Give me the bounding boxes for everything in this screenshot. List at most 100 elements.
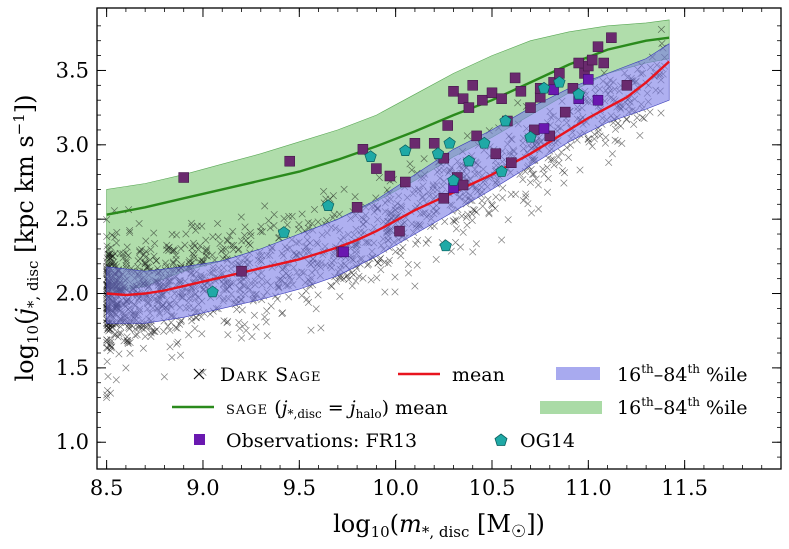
dark-sage-point [134,263,142,271]
fr13-point [394,225,405,237]
fr13-point [515,86,527,97]
dark-sage-point [280,215,288,223]
fr13-point [544,130,556,142]
dark-sage-point [185,331,193,339]
dark-sage-point [618,139,626,147]
fr13-point [467,80,478,91]
dark-sage-point [110,331,118,339]
dark-sage-point [540,170,548,178]
dark-sage-point [532,175,540,183]
y-tick-label: 2.0 [56,282,89,306]
dark-sage-point [111,260,119,269]
dark-sage-point [468,216,476,224]
fr13-point [583,74,594,85]
dark-sage-point [248,333,256,341]
fr13-point [506,157,517,168]
plot-frame [96,7,782,470]
dark-sage-point [147,332,155,341]
og14-point [478,136,491,149]
dark-sage-point [165,243,173,251]
dark-sage-point [222,245,230,253]
dark-sage-point [103,394,111,402]
dark-sage-point [104,344,112,352]
dark-sage-point [614,137,622,145]
dark-sage-point [190,254,198,262]
dark-sage-point [136,247,144,255]
dark-sage-point [186,257,194,265]
fr13-point [486,87,498,99]
dark-sage-point [122,364,130,372]
dark-sage-point [119,254,127,262]
dark-sage-point [138,324,146,332]
dark-sage-point [224,237,232,245]
dark-sage-point [614,119,622,127]
fr13-point [490,148,502,159]
og14-point [447,174,460,186]
dark-sage-point [590,135,598,143]
dark-sage-point [166,326,174,334]
x-axis-label: log10(m*, disc [M☉]) [333,510,545,542]
dark-sage-point [190,251,198,259]
dark-sage-point [343,272,352,280]
legend-sage-band-swatch [540,401,602,414]
dark-sage-point [365,260,373,268]
dark-sage-point [385,256,393,264]
dark-sage-point [310,205,319,214]
dark-sage-point [623,116,631,124]
og14-point [462,154,476,167]
dark-sage-point [485,210,493,218]
dark-sage-point [170,246,179,254]
dark-sage-point [172,324,180,332]
dark-sage-point [601,139,609,147]
dark-sage-point [153,325,161,333]
fr13-point [586,54,598,66]
fr13-point [606,32,617,43]
dark-sage-point [235,245,243,253]
og14-point [524,130,537,143]
dark-sage-point [381,258,389,266]
dark-sage-point [133,331,141,339]
dark-sage-point [522,190,530,198]
dark-sage-point [555,159,563,167]
dark-sage-point [285,212,293,220]
fr13-point [559,106,571,118]
dark-sage-point [596,132,604,140]
dark-sage-point [116,323,125,331]
dark-sage-point [112,376,120,384]
fr13-point [457,179,469,191]
dark-sage-point [112,239,121,247]
dark-sage-point [173,340,181,348]
dark-sage-point [367,276,375,284]
dark-sage-point [657,25,665,33]
ticks-layer: 8.5 9.0 9.5 10.0 10.5 11.0 11.5 1.0 1.5 2.0 2.5 3.0… [56,8,781,500]
dark-sage-point [203,245,211,253]
dark-sage-point [335,210,344,218]
x-tick-label: 10.0 [372,476,419,500]
dark-sage-point [298,210,306,218]
fr13-point [509,72,521,84]
dark-sage-point [342,272,351,280]
og14-point [537,81,551,94]
dark-sage-point [188,244,196,252]
dark-sage-point [484,195,492,203]
dark-sage-point [202,236,210,244]
dark-sage-point [224,318,232,326]
legend-dark-sage-band-swatch [556,367,600,380]
dark-sage-point [124,251,132,260]
dark-sage-point [165,246,173,254]
dark-sage-point [498,194,507,202]
dark-sage-point [391,288,399,296]
legend: Dark Sage mean 16th–84th %ile sage (j*,d… [172,362,748,452]
y-tick-label: 3.5 [56,58,89,82]
dark-sage-point [141,332,149,341]
dark-sage-point [288,212,296,220]
dark-sage-point [262,318,270,326]
dark-sage-point [167,318,175,326]
dark-sage-point [263,332,271,340]
fr13-point [538,123,550,134]
dark-sage-point [111,233,119,241]
dark-sage-point [103,391,111,399]
fr13-point [534,91,546,103]
dark-sage-point [126,349,134,357]
dark-sage-point [131,331,139,340]
